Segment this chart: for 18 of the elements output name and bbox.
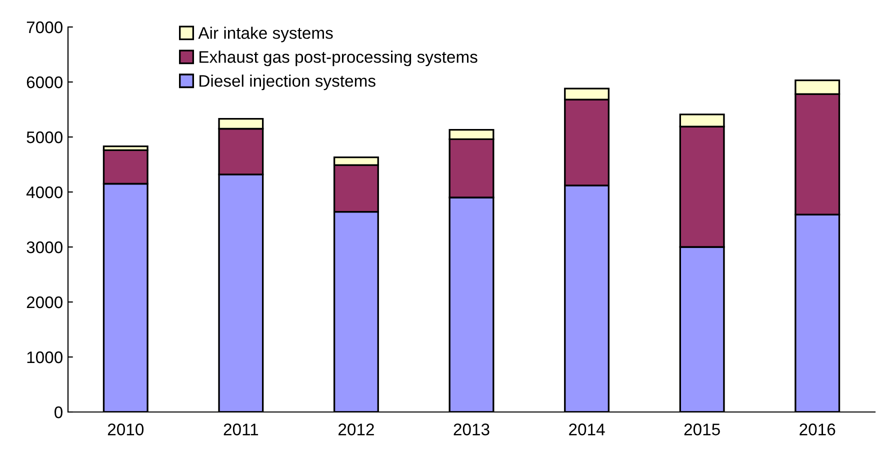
y-tick-label: 6000 bbox=[26, 76, 62, 88]
y-tick-label: 5000 bbox=[26, 131, 62, 144]
x-tick-label: 2012 bbox=[338, 424, 374, 436]
x-tick-label: 2011 bbox=[224, 424, 258, 436]
x-tick-label: 2010 bbox=[108, 424, 144, 436]
y-tick-label: 3000 bbox=[26, 241, 62, 254]
legend-label: Diesel injection systems bbox=[200, 74, 376, 90]
x-tick-label: 2014 bbox=[569, 424, 605, 436]
y-tick-label: 7000 bbox=[26, 21, 62, 34]
x-tick-label: 2016 bbox=[800, 424, 836, 436]
legend-label: Exhaust gas post-processing systems bbox=[200, 50, 478, 66]
y-tick-label: 1000 bbox=[27, 351, 62, 364]
y-tick-label: 2000 bbox=[26, 296, 62, 308]
x-tick-label: 2013 bbox=[454, 424, 490, 436]
y-tick-label: 0 bbox=[54, 406, 62, 418]
legend-label: Air intake systems bbox=[198, 26, 333, 42]
x-tick-label: 2015 bbox=[684, 424, 720, 436]
y-tick-label: 4000 bbox=[26, 186, 62, 198]
